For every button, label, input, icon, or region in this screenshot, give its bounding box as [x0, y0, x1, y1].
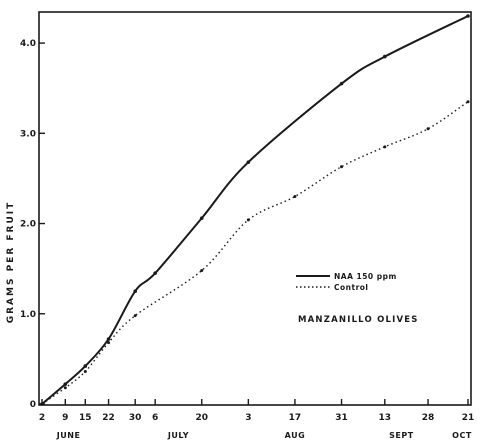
month-label: AUG: [285, 431, 306, 440]
x-tick-label: 17: [289, 413, 302, 423]
x-tick-label: 9: [62, 413, 68, 423]
y-tick-label: 1.0: [20, 310, 36, 320]
data-point-control: [40, 402, 44, 406]
x-tick-label: 6: [152, 413, 158, 423]
x-tick-label: 28: [422, 413, 435, 423]
data-point-naa: [466, 14, 470, 18]
series-layer: [40, 14, 470, 406]
x-tick-label: 3: [245, 413, 251, 423]
x-tick-label: 21: [462, 413, 475, 423]
data-point-control: [426, 127, 430, 131]
y-axis-ticks: 0 1.0 2.0 3.0 4.0: [20, 39, 45, 410]
data-point-control: [246, 218, 250, 222]
x-tick-label: 31: [335, 413, 348, 423]
series-line-control: [41, 101, 469, 405]
x-tick-label: 15: [79, 413, 92, 423]
data-point-control: [107, 341, 111, 345]
data-point-naa: [382, 54, 387, 59]
month-label: OCT: [452, 431, 472, 440]
chart-annotation: MANZANILLO OLIVES: [298, 315, 419, 325]
x-tick-label: 22: [102, 413, 115, 423]
x-tick-label: 30: [129, 413, 142, 423]
data-point-naa: [153, 271, 157, 275]
data-point-naa: [199, 216, 204, 220]
month-label: SEPT: [389, 431, 414, 440]
month-label: JUNE: [56, 431, 81, 440]
y-tick-label: 4.0: [20, 39, 36, 49]
y-tick-label: 3.0: [20, 129, 36, 139]
legend-label-control: Control: [334, 283, 369, 292]
data-point-naa: [339, 81, 344, 86]
data-point-control: [200, 268, 204, 272]
x-tick-label: 20: [195, 413, 208, 423]
x-tick-label: 13: [379, 413, 392, 423]
plot-frame: [38, 11, 472, 406]
data-point-control: [133, 314, 137, 318]
data-point-control: [466, 100, 470, 104]
data-point-control: [383, 145, 387, 149]
data-point-naa: [106, 337, 111, 341]
legend-label-naa: NAA 150 ppm: [334, 272, 397, 281]
y-tick-label: 0: [30, 400, 36, 410]
data-point-naa: [133, 289, 137, 294]
legend: NAA 150 ppm Control: [296, 272, 397, 292]
data-point-naa: [83, 364, 88, 368]
y-axis-title: GRAMS PER FRUIT: [6, 201, 16, 324]
data-point-control: [83, 370, 87, 374]
data-point-naa: [63, 382, 68, 386]
data-point-control: [340, 165, 344, 169]
y-tick-label: 2.0: [20, 220, 36, 230]
data-point-naa: [246, 160, 251, 164]
data-point-control: [293, 194, 297, 198]
month-label: JULY: [167, 431, 189, 440]
x-axis-ticks: 2 9 15 22 30 6 20 3 17 31 13 28 21: [39, 399, 474, 423]
data-point-control: [63, 386, 67, 390]
series-line-naa: [41, 15, 469, 405]
x-tick-label: 2: [39, 413, 45, 423]
x-axis-months: JUNE JULY AUG SEPT OCT: [56, 431, 472, 440]
